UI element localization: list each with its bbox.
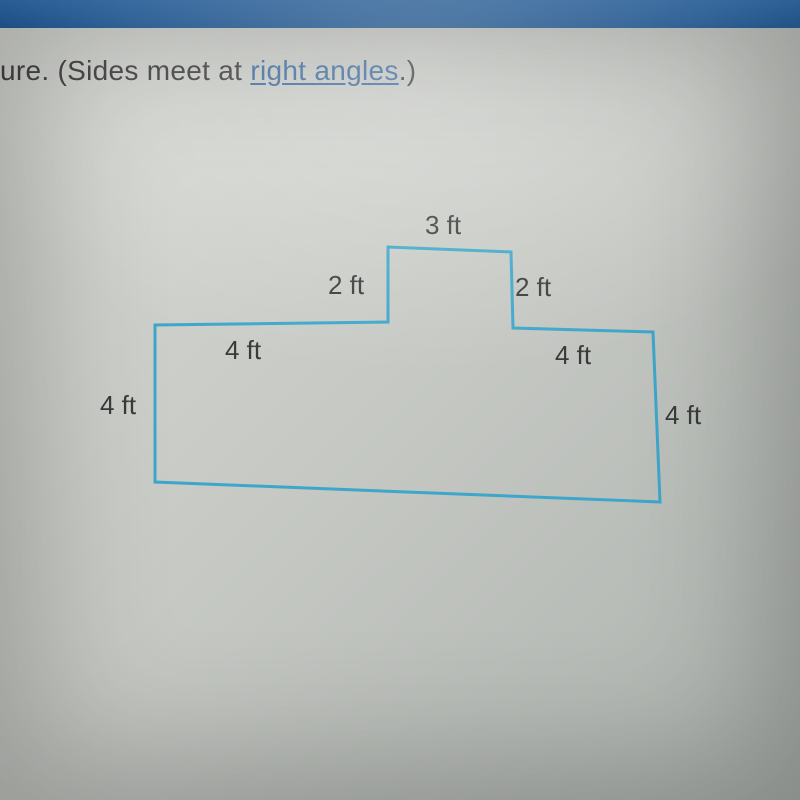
label-left-4ft-side: 4 ft xyxy=(100,390,136,421)
label-left-2ft: 2 ft xyxy=(328,270,364,301)
instruction-prefix: ure. (Sides meet at xyxy=(0,55,250,86)
geometry-figure: 3 ft 2 ft 2 ft 4 ft 4 ft 4 ft 4 ft xyxy=(90,100,690,480)
window-title-bar xyxy=(0,0,800,28)
label-top-3ft: 3 ft xyxy=(425,210,461,241)
instruction-suffix: .) xyxy=(399,55,417,86)
label-right-4ft-upper: 4 ft xyxy=(555,340,591,371)
composite-shape-outline xyxy=(90,100,710,520)
label-right-4ft-side: 4 ft xyxy=(665,400,701,431)
label-left-4ft-upper: 4 ft xyxy=(225,335,261,366)
label-right-2ft: 2 ft xyxy=(515,272,551,303)
problem-instruction: ure. (Sides meet at right angles.) xyxy=(0,55,416,87)
shape-path xyxy=(155,247,660,502)
right-angles-link[interactable]: right angles xyxy=(250,55,398,86)
